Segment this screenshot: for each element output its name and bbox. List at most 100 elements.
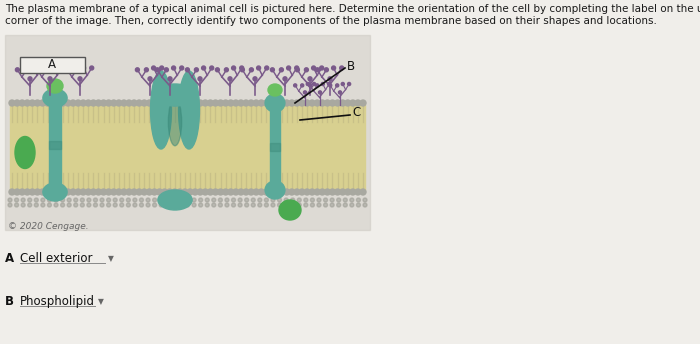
- Circle shape: [136, 100, 142, 106]
- Circle shape: [212, 203, 216, 207]
- Circle shape: [283, 77, 287, 81]
- Circle shape: [223, 189, 229, 195]
- Circle shape: [286, 66, 290, 70]
- Circle shape: [101, 189, 106, 195]
- Circle shape: [34, 203, 38, 207]
- Circle shape: [116, 189, 122, 195]
- Circle shape: [279, 189, 285, 195]
- Circle shape: [298, 203, 301, 207]
- Circle shape: [19, 189, 25, 195]
- Bar: [10, 105, 365, 190]
- Circle shape: [15, 68, 20, 72]
- Circle shape: [182, 100, 188, 106]
- Bar: [270, 142, 280, 151]
- Circle shape: [67, 203, 71, 207]
- Circle shape: [126, 198, 130, 202]
- Circle shape: [159, 203, 163, 207]
- Circle shape: [323, 198, 328, 202]
- Circle shape: [294, 189, 300, 195]
- Circle shape: [363, 203, 367, 207]
- Circle shape: [111, 100, 117, 106]
- Text: A: A: [5, 252, 14, 265]
- Circle shape: [157, 100, 162, 106]
- Circle shape: [350, 100, 356, 106]
- Bar: [270, 109, 280, 196]
- Circle shape: [164, 68, 169, 72]
- Circle shape: [80, 203, 84, 207]
- Circle shape: [344, 189, 351, 195]
- Circle shape: [45, 100, 50, 106]
- Text: © 2020 Cengage.: © 2020 Cengage.: [8, 222, 89, 231]
- Circle shape: [167, 100, 173, 106]
- Circle shape: [50, 189, 56, 195]
- Circle shape: [28, 77, 32, 81]
- Circle shape: [54, 198, 58, 202]
- Circle shape: [279, 68, 284, 72]
- Circle shape: [148, 77, 152, 81]
- Circle shape: [141, 189, 147, 195]
- Circle shape: [9, 100, 15, 106]
- Circle shape: [41, 203, 45, 207]
- Circle shape: [342, 83, 344, 86]
- Circle shape: [78, 77, 82, 81]
- Circle shape: [324, 100, 330, 106]
- Circle shape: [179, 203, 183, 207]
- Circle shape: [253, 189, 259, 195]
- Circle shape: [113, 198, 117, 202]
- Ellipse shape: [279, 200, 301, 220]
- Circle shape: [213, 189, 218, 195]
- Circle shape: [28, 198, 32, 202]
- Circle shape: [207, 100, 214, 106]
- Circle shape: [314, 100, 320, 106]
- Circle shape: [162, 100, 167, 106]
- Circle shape: [192, 100, 198, 106]
- Ellipse shape: [168, 98, 182, 146]
- Circle shape: [199, 198, 202, 202]
- Circle shape: [205, 198, 209, 202]
- Circle shape: [320, 66, 323, 70]
- Circle shape: [253, 77, 257, 81]
- Circle shape: [294, 100, 300, 106]
- Circle shape: [90, 66, 94, 70]
- Circle shape: [186, 68, 190, 72]
- Circle shape: [146, 203, 150, 207]
- Circle shape: [319, 100, 326, 106]
- Circle shape: [238, 100, 244, 106]
- Circle shape: [332, 66, 335, 70]
- Circle shape: [304, 203, 308, 207]
- Circle shape: [160, 66, 164, 70]
- Bar: [49, 104, 61, 198]
- Circle shape: [316, 84, 318, 87]
- Circle shape: [339, 91, 342, 94]
- Circle shape: [80, 189, 86, 195]
- Circle shape: [337, 203, 341, 207]
- Circle shape: [350, 198, 354, 202]
- Circle shape: [202, 66, 206, 70]
- Circle shape: [304, 68, 309, 72]
- Circle shape: [232, 203, 235, 207]
- Circle shape: [182, 189, 188, 195]
- Circle shape: [298, 198, 301, 202]
- Circle shape: [172, 66, 176, 70]
- Circle shape: [186, 198, 190, 202]
- Circle shape: [284, 198, 288, 202]
- Circle shape: [19, 100, 25, 106]
- Circle shape: [360, 100, 366, 106]
- Text: ▼: ▼: [98, 297, 104, 306]
- Circle shape: [192, 203, 196, 207]
- Circle shape: [299, 100, 305, 106]
- Circle shape: [153, 198, 157, 202]
- Text: B: B: [347, 60, 355, 73]
- Ellipse shape: [47, 79, 63, 93]
- Circle shape: [166, 203, 170, 207]
- Circle shape: [14, 100, 20, 106]
- Circle shape: [25, 68, 29, 72]
- Circle shape: [350, 189, 356, 195]
- Circle shape: [350, 203, 354, 207]
- Circle shape: [307, 83, 309, 86]
- Circle shape: [21, 198, 25, 202]
- Ellipse shape: [43, 183, 67, 201]
- Circle shape: [337, 198, 341, 202]
- Circle shape: [310, 198, 314, 202]
- Circle shape: [335, 100, 341, 106]
